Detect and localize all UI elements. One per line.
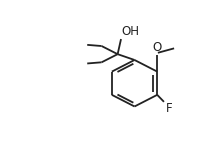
- Text: O: O: [153, 41, 162, 54]
- Text: OH: OH: [122, 25, 140, 38]
- Text: F: F: [166, 102, 172, 115]
